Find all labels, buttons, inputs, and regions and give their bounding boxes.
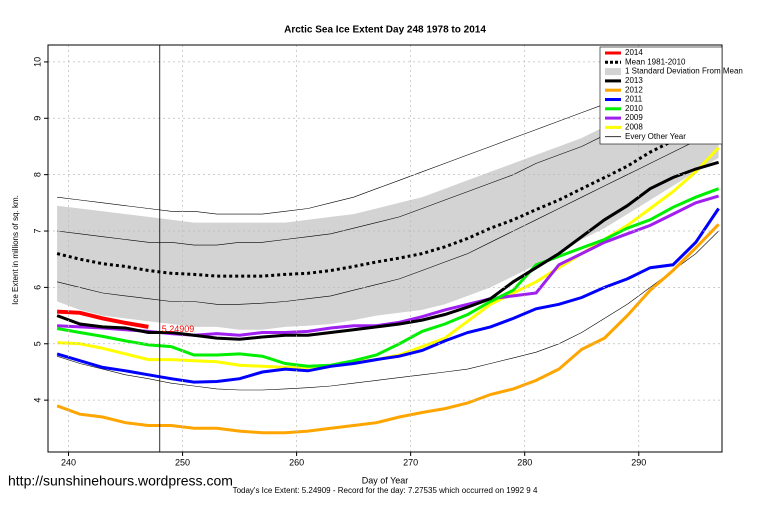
plot-area xyxy=(56,67,720,435)
y-tick-label: 5 xyxy=(32,341,42,346)
legend-label: 2012 xyxy=(625,85,643,94)
y-tick-label: 6 xyxy=(32,285,42,290)
y-tick-label: 10 xyxy=(32,57,42,67)
sd-band xyxy=(57,84,719,330)
chart-title: Arctic Sea Ice Extent Day 248 1978 to 20… xyxy=(284,25,486,36)
y-tick-label: 9 xyxy=(32,116,42,121)
y-tick-label: 8 xyxy=(32,172,42,177)
x-tick-label: 240 xyxy=(61,457,76,467)
x-tick-label: 250 xyxy=(175,457,190,467)
series-line xyxy=(56,223,720,435)
x-tick-label: 280 xyxy=(517,457,532,467)
legend-label: 2008 xyxy=(625,123,643,132)
legend-label: 1 Standard Deviation From Mean xyxy=(625,67,743,76)
series-line xyxy=(56,309,149,329)
x-tick-label: 270 xyxy=(403,457,418,467)
x-tick-label: 260 xyxy=(289,457,304,467)
series-line xyxy=(56,160,720,341)
y-axis-title: Ice Extent in millions of sq. km. xyxy=(11,195,20,305)
legend-label: Every Other Year xyxy=(625,132,686,141)
x-axis-title: Day of Year xyxy=(362,475,409,485)
legend-label: 2011 xyxy=(625,95,643,104)
x-tick-label: 290 xyxy=(631,457,646,467)
other-year-line xyxy=(57,129,719,305)
plot-frame xyxy=(47,44,723,453)
legend-label: 2014 xyxy=(625,48,643,57)
y-tick-label: 4 xyxy=(32,398,42,403)
legend-label: 2013 xyxy=(625,76,643,85)
series-line xyxy=(56,116,720,278)
series-line xyxy=(56,207,720,384)
legend-label: 2009 xyxy=(625,113,643,122)
source-url: http://sunshinehours.wordpress.com xyxy=(8,473,233,489)
series-line xyxy=(56,187,720,368)
y-tick-label: 7 xyxy=(32,229,42,234)
footer: Today's Ice Extent: 5.24909 - Record for… xyxy=(233,486,538,495)
annotation: 5.24909 xyxy=(162,324,195,334)
legend-label: Mean 1981-2010 xyxy=(625,57,686,66)
legend-swatch xyxy=(605,68,621,76)
legend-label: 2010 xyxy=(625,104,643,113)
other-year-line xyxy=(57,230,719,391)
